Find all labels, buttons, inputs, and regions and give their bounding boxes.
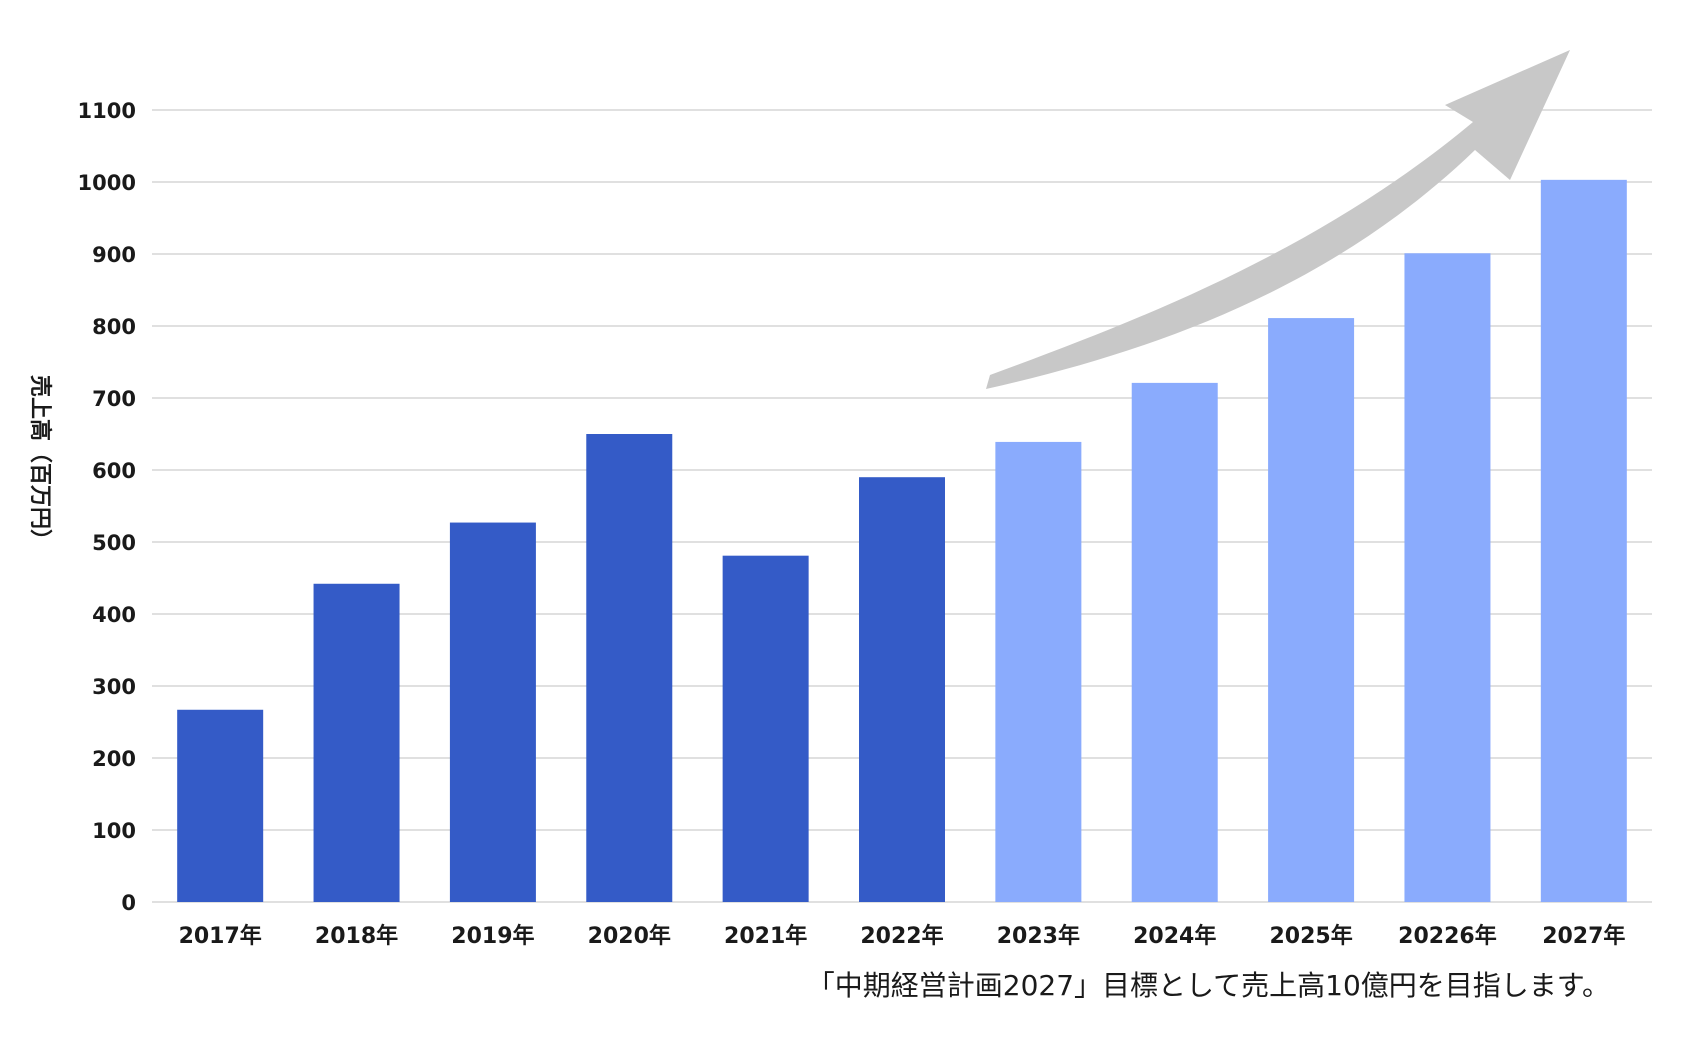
y-tick-labels: 0 100 200 300 400 500 600 700 800 900 1000 1100	[78, 99, 136, 915]
x-tick-label: 2024年	[1133, 923, 1216, 949]
y-tick-label: 600	[92, 459, 136, 483]
x-tick-label: 20226年	[1398, 923, 1497, 949]
x-tick-label: 2020年	[588, 923, 671, 949]
chart-caption: 「中期経営計画2027」目標として売上高10億円を目指します。	[807, 969, 1610, 1002]
bar-7	[1131, 382, 1218, 902]
x-tick-label: 2023年	[997, 923, 1080, 949]
x-tick-label: 2017年	[179, 923, 262, 949]
bar-4	[722, 555, 809, 902]
y-tick-label: 800	[92, 315, 136, 339]
bar-9	[1404, 253, 1491, 902]
x-tick-labels: 2017年 2018年 2019年 2020年 2021年 2022年 2023年 2024年…	[179, 923, 1626, 949]
x-tick-label: 2027年	[1542, 923, 1625, 949]
y-tick-label: 1100	[78, 99, 136, 123]
y-tick-label: 300	[92, 675, 136, 699]
growth-arrow-layer	[986, 50, 1570, 389]
y-tick-label: 200	[92, 747, 136, 771]
x-tick-label: 2019年	[451, 923, 534, 949]
bar-0	[177, 709, 264, 902]
bar-5	[859, 477, 945, 902]
bar-6	[995, 441, 1082, 902]
y-axis-label: 売上高（百万円）	[27, 375, 53, 551]
bar-layer	[177, 179, 1627, 903]
bar-10	[1540, 179, 1627, 903]
y-tick-label: 0	[121, 891, 136, 915]
bar-1	[313, 583, 400, 902]
y-tick-label: 400	[92, 603, 136, 627]
x-tick-label: 2018年	[315, 923, 398, 949]
x-tick-label: 2021年	[724, 923, 807, 949]
bar-2	[449, 522, 536, 902]
y-tick-label: 900	[92, 243, 136, 267]
growth-arrow-icon	[986, 50, 1570, 389]
x-tick-label: 2025年	[1269, 923, 1352, 949]
bar-8	[1268, 318, 1355, 903]
y-tick-label: 1000	[78, 171, 136, 195]
y-tick-label: 100	[92, 819, 136, 843]
x-tick-label: 2022年	[860, 923, 943, 949]
bar-3	[586, 434, 673, 902]
y-tick-label: 500	[92, 531, 136, 555]
y-tick-label: 700	[92, 387, 136, 411]
